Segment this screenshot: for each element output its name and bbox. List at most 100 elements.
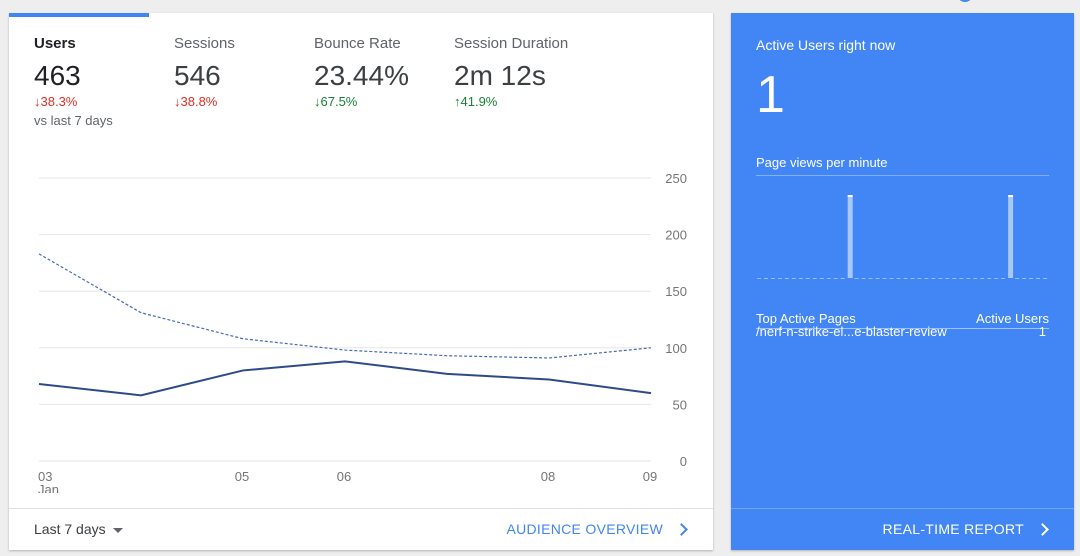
pageview-bar-empty xyxy=(819,278,824,279)
pageview-bar-empty xyxy=(826,278,831,279)
pageview-bar-empty xyxy=(805,278,810,279)
metric-bounce-rate[interactable]: Bounce Rate 23.44% ↓67.5% xyxy=(314,35,409,109)
metric-label: Bounce Rate xyxy=(314,35,401,52)
metric-label: Users xyxy=(34,35,76,52)
pageview-bar-empty xyxy=(945,278,950,279)
metric-value: 463 xyxy=(34,60,81,91)
pageview-bar-empty xyxy=(757,278,761,279)
pageview-bar-empty xyxy=(840,278,845,279)
card-footer: Last 7 days AUDIENCE OVERVIEW xyxy=(9,508,713,550)
x-tick-label: 08 xyxy=(541,469,555,484)
realtime-report-link[interactable]: REAL-TIME REPORT xyxy=(882,521,1024,537)
pageview-bar-empty xyxy=(791,278,796,279)
y-tick-label: 100 xyxy=(665,341,687,356)
pageview-bar-cap xyxy=(1008,195,1014,197)
pageviews-label: Page views per minute xyxy=(756,155,888,170)
pageview-bar-empty xyxy=(833,278,838,279)
pageview-bar-empty xyxy=(1015,278,1020,279)
active-users-count: 1 xyxy=(756,66,785,124)
y-tick-label: 200 xyxy=(665,228,687,243)
pageview-bar-empty xyxy=(798,278,803,279)
top-pages-header: Top Active Pages xyxy=(756,311,856,326)
x-tick-label: 06 xyxy=(337,469,351,484)
pageview-bar-empty xyxy=(959,278,964,279)
pageview-bar-empty xyxy=(896,278,901,279)
audience-card: Users 463 ↓38.3% vs last 7 days Sessions… xyxy=(9,13,713,550)
pageview-bar-empty xyxy=(854,278,859,279)
pageview-bar-empty xyxy=(777,278,782,279)
x-tick-label: 03 xyxy=(38,469,52,484)
chevron-right-icon[interactable] xyxy=(1036,523,1049,536)
pageview-bar-empty xyxy=(812,278,817,279)
current-period-line xyxy=(38,360,652,397)
metric-compare: vs last 7 days xyxy=(34,113,113,128)
metric-change: ↓38.8% xyxy=(174,94,218,109)
pageview-bar xyxy=(1008,196,1014,278)
previous-period-line xyxy=(38,253,652,359)
users-line-chart: 0 50 100 150 200 250 03 Jan 05 06 08 09 xyxy=(9,153,713,493)
realtime-card: Active Users right now 1 Page views per … xyxy=(731,13,1074,550)
pageview-bar-empty xyxy=(1022,278,1027,279)
table-divider xyxy=(756,328,1049,329)
metric-sessions[interactable]: Sessions 546 ↓38.8% xyxy=(174,35,235,109)
metric-change: ↑41.9% xyxy=(454,94,498,109)
pageview-bar-empty xyxy=(763,278,768,279)
chevron-right-icon[interactable] xyxy=(675,523,688,536)
pageview-bar xyxy=(847,196,853,278)
pageview-bar-cap xyxy=(847,195,853,197)
pageview-bar-empty xyxy=(1036,278,1041,279)
top-indicator-dot xyxy=(957,0,973,2)
pageview-bar-empty xyxy=(889,278,894,279)
pageview-bar-empty xyxy=(952,278,957,279)
y-tick-label: 250 xyxy=(665,171,687,186)
pageview-bar-empty xyxy=(931,278,936,279)
active-users-header: Active Users xyxy=(976,311,1049,326)
y-tick-label: 150 xyxy=(665,284,687,299)
pageview-bar-empty xyxy=(987,278,992,279)
pageview-bar-empty xyxy=(994,278,999,279)
metric-label: Session Duration xyxy=(454,35,569,52)
pageview-bar-empty xyxy=(861,278,866,279)
pageview-bar-empty xyxy=(770,278,775,279)
pageview-bar-empty xyxy=(784,278,789,279)
x-tick-label: 09 xyxy=(643,469,657,484)
pageviews-bar-chart xyxy=(757,195,1047,279)
pageview-bar-empty xyxy=(868,278,873,279)
metric-change: ↓67.5% xyxy=(314,94,358,109)
metric-users[interactable]: Users 463 ↓38.3% vs last 7 days xyxy=(34,35,113,128)
pageview-bar-empty xyxy=(882,278,887,279)
pageview-bar-empty xyxy=(875,278,880,279)
pageview-bar-empty xyxy=(910,278,915,279)
metric-session-duration[interactable]: Session Duration 2m 12s ↑41.9% xyxy=(454,35,568,109)
metric-value: 2m 12s xyxy=(454,60,546,91)
pageview-bar-empty xyxy=(980,278,985,279)
pageview-bar-empty xyxy=(1043,278,1047,279)
realtime-footer: REAL-TIME REPORT xyxy=(731,508,1074,550)
pageview-bar-empty xyxy=(973,278,978,279)
active-tab-indicator xyxy=(9,13,149,17)
pageview-bar-empty xyxy=(966,278,971,279)
pageview-bar-empty xyxy=(903,278,908,279)
x-tick-sublabel: Jan xyxy=(38,482,59,493)
metric-label: Sessions xyxy=(174,35,235,52)
metric-value: 23.44% xyxy=(314,60,409,91)
realtime-title: Active Users right now xyxy=(756,37,896,53)
pageview-bar-empty xyxy=(917,278,922,279)
pageview-bar-empty xyxy=(938,278,943,279)
pageview-bar-empty xyxy=(1029,278,1034,279)
audience-overview-link[interactable]: AUDIENCE OVERVIEW xyxy=(506,521,663,537)
x-tick-label: 05 xyxy=(235,469,249,484)
metric-value: 546 xyxy=(174,60,221,91)
y-tick-label: 50 xyxy=(673,397,687,412)
date-range-label: Last 7 days xyxy=(34,521,106,537)
pageviews-divider xyxy=(756,175,1049,176)
metric-change: ↓38.3% xyxy=(34,94,78,109)
y-tick-label: 0 xyxy=(680,454,687,469)
top-page-users: 1 xyxy=(1038,326,1046,338)
caret-down-icon xyxy=(112,527,123,533)
pageview-bar-empty xyxy=(1001,278,1006,279)
top-page-link[interactable]: /nerf-n-strike-el...e-blaster-review xyxy=(756,326,947,338)
date-range-dropdown[interactable]: Last 7 days xyxy=(34,521,123,537)
pageview-bar-empty xyxy=(924,278,929,279)
